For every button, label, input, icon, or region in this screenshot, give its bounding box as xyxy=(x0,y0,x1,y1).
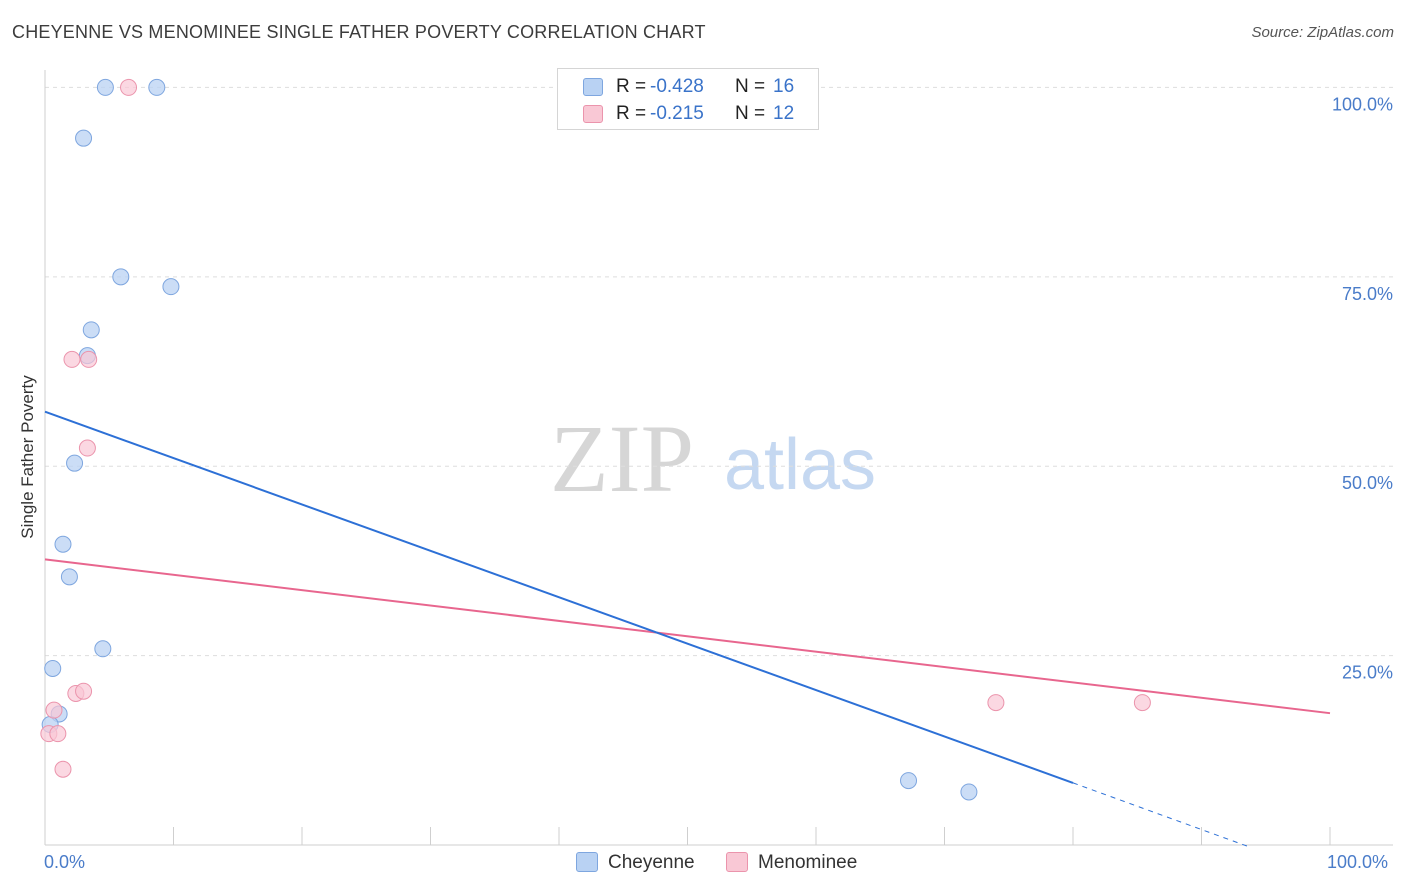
menominee-trendline xyxy=(44,558,1331,715)
cheyenne-point xyxy=(44,659,62,677)
menominee-point xyxy=(80,350,98,368)
n-label: N = xyxy=(735,103,766,124)
menominee-point xyxy=(987,694,1005,712)
menominee-point xyxy=(1133,694,1151,712)
menominee-point xyxy=(54,760,72,778)
cheyenne-point xyxy=(60,568,78,586)
menominee-point xyxy=(45,701,63,719)
watermark-zip: ZIP xyxy=(550,405,694,512)
x-tick-label-min: 0.0% xyxy=(44,852,86,872)
bottom-legend-menominee: Menominee xyxy=(726,852,857,874)
menominee-point xyxy=(63,350,81,368)
menominee-point xyxy=(75,682,93,700)
r-label: R = xyxy=(616,103,647,124)
chart-source: Source: ZipAtlas.com xyxy=(1251,24,1394,41)
watermark-atlas: atlas xyxy=(724,425,876,505)
cheyenne-point xyxy=(94,640,112,658)
menominee-swatch xyxy=(583,105,603,123)
y-tick-label: 25.0% xyxy=(1342,663,1393,683)
n-label: N = xyxy=(735,76,766,97)
cheyenne-point xyxy=(900,772,918,790)
cheyenne-point xyxy=(96,78,114,96)
correlation-legend: R = -0.428 N = 16 R = -0.215 N = 12 xyxy=(557,68,819,130)
y-tick-label: 100.0% xyxy=(1332,94,1393,114)
cheyenne-point xyxy=(162,278,180,296)
menominee-legend-swatch xyxy=(726,852,748,872)
menominee-point xyxy=(49,725,67,743)
n-value: 16 xyxy=(773,76,795,97)
menominee-point xyxy=(120,78,138,96)
cheyenne-point xyxy=(112,268,130,286)
menominee-point xyxy=(78,439,96,457)
cheyenne-point xyxy=(66,454,84,472)
r-label: R = xyxy=(616,76,647,97)
cheyenne-legend-label: Cheyenne xyxy=(608,852,695,873)
cheyenne-point xyxy=(54,535,72,553)
r-value: -0.215 xyxy=(650,103,704,124)
y-axis-label: Single Father Poverty xyxy=(18,375,37,539)
cheyenne-swatch xyxy=(583,78,603,96)
cheyenne-point xyxy=(148,78,166,96)
cheyenne-trendline-extension xyxy=(1072,782,1251,848)
n-value: 12 xyxy=(773,103,795,124)
menominee-legend-label: Menominee xyxy=(758,852,858,873)
r-value: -0.428 xyxy=(650,76,704,97)
cheyenne-legend-swatch xyxy=(576,852,598,872)
bottom-legend-cheyenne: Cheyenne xyxy=(576,852,695,874)
x-tick-label-max: 100.0% xyxy=(1327,852,1389,872)
y-tick-label: 50.0% xyxy=(1342,473,1393,493)
cheyenne-point xyxy=(75,129,93,147)
cheyenne-point xyxy=(82,321,100,339)
cheyenne-trendline xyxy=(44,410,1074,784)
y-tick-label: 75.0% xyxy=(1342,284,1393,304)
chart-title: CHEYENNE VS MENOMINEE SINGLE FATHER POVE… xyxy=(12,22,706,42)
cheyenne-point xyxy=(960,783,978,801)
